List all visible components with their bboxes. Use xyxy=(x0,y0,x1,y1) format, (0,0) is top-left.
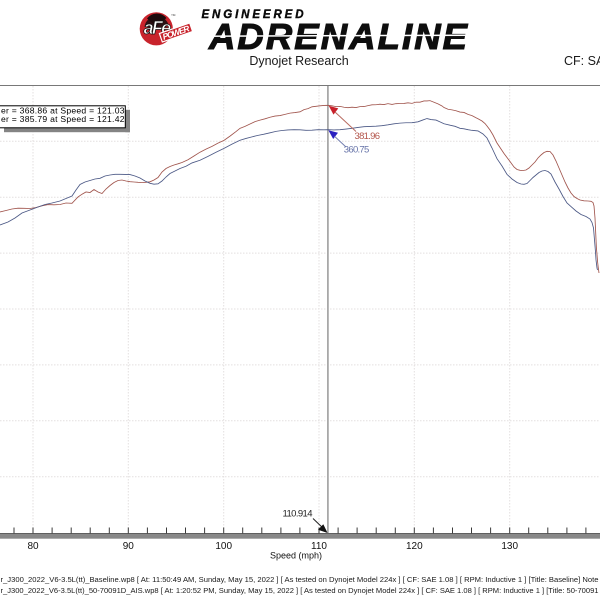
svg-text:110: 110 xyxy=(311,541,327,552)
svg-text:80: 80 xyxy=(27,541,39,552)
svg-text:381.96: 381.96 xyxy=(355,131,381,142)
svg-text:110.914: 110.914 xyxy=(283,509,313,520)
svg-text:Speed (mph): Speed (mph) xyxy=(270,551,322,561)
svg-text:130: 130 xyxy=(501,541,518,552)
svg-text:™: ™ xyxy=(171,14,176,20)
svg-text:CF: SAE 1.08: CF: SAE 1.08 xyxy=(564,54,600,68)
svg-text:90: 90 xyxy=(123,541,135,552)
svg-text:Dynojet Research: Dynojet Research xyxy=(249,54,348,68)
svg-text:120: 120 xyxy=(406,541,423,552)
svg-text:ENGINEERED: ENGINEERED xyxy=(202,9,304,21)
svg-text:100: 100 xyxy=(215,541,232,552)
svg-text:er = 385.79 at Speed = 121.42: er = 385.79 at Speed = 121.42 xyxy=(1,114,125,124)
svg-text:er = 368.86 at Speed = 121.03: er = 368.86 at Speed = 121.03 xyxy=(1,105,125,115)
svg-text:360.75: 360.75 xyxy=(344,145,370,156)
svg-text:r_J300_2022_V6-3.5L(tt)_Baseli: r_J300_2022_V6-3.5L(tt)_Baseline.wp8 [ A… xyxy=(1,577,599,584)
svg-text:r_J300_2022_V6-3.5L(tt)_50-700: r_J300_2022_V6-3.5L(tt)_50-70091D_AIS.wp… xyxy=(1,588,599,595)
